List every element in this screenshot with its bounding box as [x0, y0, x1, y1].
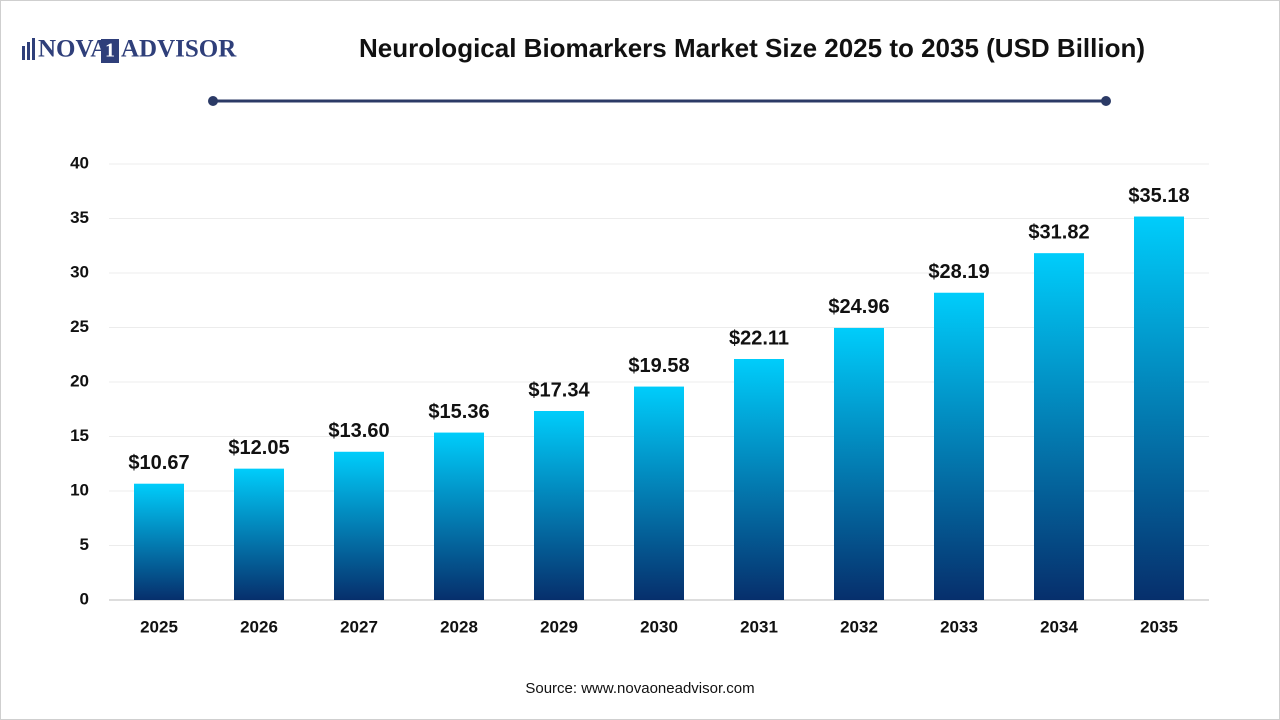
value-label: $31.82: [1028, 221, 1089, 243]
y-tick-label: 15: [70, 426, 89, 445]
value-label: $22.11: [729, 327, 789, 349]
x-tick-label: 2030: [640, 617, 678, 636]
y-tick-label: 0: [80, 589, 89, 608]
x-tick-label: 2033: [940, 617, 978, 636]
bar: [634, 386, 684, 600]
x-tick-label: 2032: [840, 617, 878, 636]
bar: [1034, 253, 1084, 601]
value-label: $10.67: [128, 452, 189, 474]
value-label: $28.19: [928, 261, 989, 283]
bar: [334, 451, 384, 600]
y-tick-label: 5: [80, 535, 89, 554]
value-label: $17.34: [528, 379, 590, 401]
bar: [434, 432, 484, 600]
x-tick-label: 2027: [340, 617, 378, 636]
bar: [234, 468, 284, 600]
bar: [734, 359, 784, 600]
logo-bar: [22, 46, 25, 60]
logo-bar: [32, 38, 35, 60]
y-tick-label: 25: [70, 317, 89, 336]
x-tick-label: 2028: [440, 617, 478, 636]
value-label: $15.36: [428, 401, 489, 423]
y-tick-label: 30: [70, 262, 89, 281]
value-label: $19.58: [628, 355, 689, 377]
bar: [934, 292, 984, 600]
y-tick-label: 35: [70, 208, 89, 227]
x-tick-label: 2029: [540, 617, 578, 636]
value-label: $12.05: [228, 437, 289, 459]
x-tick-label: 2031: [740, 617, 778, 636]
bar: [534, 410, 584, 600]
logo-box: [101, 39, 119, 63]
logo-mark: 1: [105, 40, 115, 62]
y-tick-label: 40: [70, 153, 89, 172]
bar: [834, 327, 884, 600]
rule-dot: [208, 96, 218, 106]
logo: NOVA 1 ADVISOR: [22, 36, 237, 63]
source: Source: www.novaoneadvisor.com: [525, 680, 754, 697]
x-tick-label: 2034: [1040, 617, 1078, 636]
rule-dot: [1101, 96, 1111, 106]
value-label: $13.60: [328, 420, 389, 442]
logo-bar: [27, 42, 30, 60]
x-tick-label: 2025: [140, 617, 178, 636]
y-tick-label: 20: [70, 371, 89, 390]
bar: [134, 483, 184, 600]
bar: [1134, 216, 1184, 600]
x-tick-label: 2035: [1140, 617, 1178, 636]
y-tick-label: 10: [70, 480, 89, 499]
logo-text: NOVA: [38, 36, 108, 63]
chart-title: Neurological Biomarkers Market Size 2025…: [359, 33, 1145, 63]
value-label: $35.18: [1128, 185, 1189, 207]
x-tick-label: 2026: [240, 617, 278, 636]
logo-text: ADVISOR: [121, 36, 237, 63]
value-label: $24.96: [828, 296, 889, 318]
